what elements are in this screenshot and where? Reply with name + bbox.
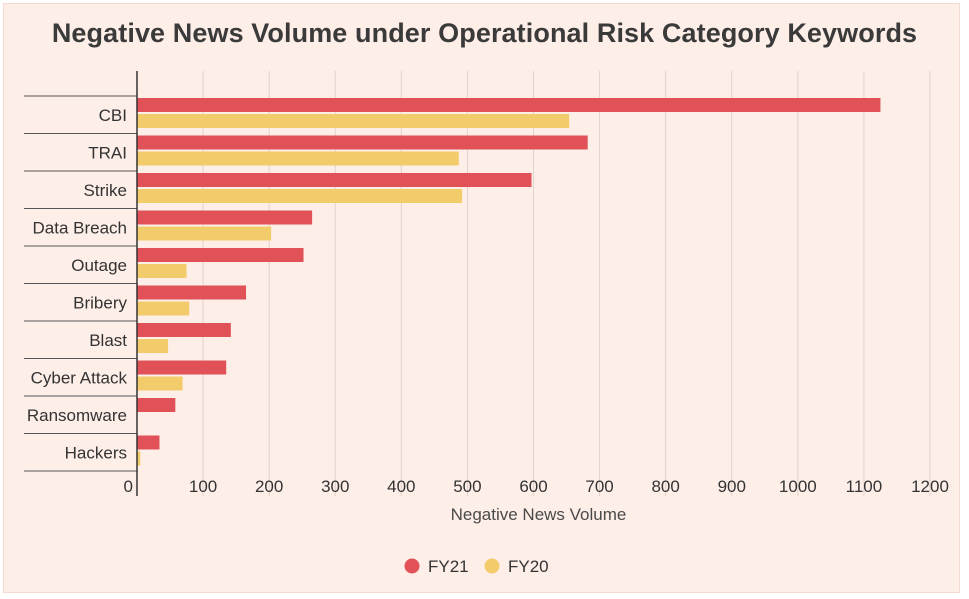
category-label: Strike: [84, 181, 127, 200]
bar-fy21-hackers: [137, 435, 160, 450]
bar-fy20-trai: [137, 151, 459, 166]
bar-fy20-hackers: [137, 451, 141, 466]
legend-label-fy20: FY20: [508, 557, 549, 576]
bar-fy21-data-breach: [137, 210, 313, 225]
bar-fy20-blast: [137, 339, 169, 353]
x-tick-label: 700: [585, 477, 613, 496]
bar-fy21-blast: [137, 323, 231, 337]
bar-fy20-strike: [137, 189, 463, 203]
x-tick-label: 0: [124, 477, 133, 496]
bar-fy20-bribery: [137, 301, 190, 316]
category-label: Data Breach: [33, 218, 128, 237]
bar-fy21-ransomware: [137, 398, 176, 412]
x-tick-label: 800: [651, 477, 679, 496]
bar-fy21-cyber-attack: [137, 360, 227, 375]
x-tick-label: 500: [453, 477, 481, 496]
category-label: TRAI: [88, 143, 127, 162]
category-label: Ransomware: [27, 406, 127, 425]
category-label: Blast: [89, 331, 127, 350]
x-tick-label: 1100: [846, 477, 883, 496]
x-tick-label: 400: [387, 477, 415, 496]
x-tick-label: 1000: [779, 477, 817, 496]
bar-fy20-outage: [137, 264, 187, 278]
bar-fy21-outage: [137, 248, 304, 262]
x-tick-label: 300: [321, 477, 349, 496]
bar-fy20-data-breach: [137, 226, 272, 241]
bar-fy21-strike: [137, 173, 532, 187]
category-label: Outage: [71, 256, 127, 275]
category-label: Bribery: [73, 293, 127, 312]
legend-label-fy21: FY21: [428, 557, 469, 576]
x-tick-label: 900: [718, 477, 746, 496]
x-axis-title: Negative News Volume: [451, 505, 627, 524]
bar-fy21-trai: [137, 135, 588, 150]
bar-fy21-bribery: [137, 285, 247, 300]
chart-title: Negative News Volume under Operational R…: [51, 18, 918, 48]
category-label: Hackers: [65, 443, 127, 462]
x-tick-label: 100: [189, 477, 217, 496]
bar-fy20-cyber-attack: [137, 376, 183, 391]
x-tick-label: 1200: [911, 477, 949, 496]
category-label: CBI: [99, 106, 127, 125]
x-tick-label: 200: [255, 477, 283, 496]
bar-fy21-cbi: [137, 98, 881, 112]
category-label: Cyber Attack: [31, 368, 128, 387]
legend-marker-fy21: [404, 558, 420, 574]
bar-fy20-cbi: [137, 114, 570, 128]
legend-marker-fy20: [484, 558, 500, 574]
x-tick-label: 600: [519, 477, 547, 496]
